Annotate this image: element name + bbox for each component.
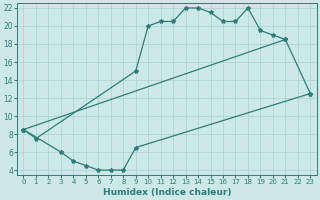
X-axis label: Humidex (Indice chaleur): Humidex (Indice chaleur) bbox=[103, 188, 231, 197]
